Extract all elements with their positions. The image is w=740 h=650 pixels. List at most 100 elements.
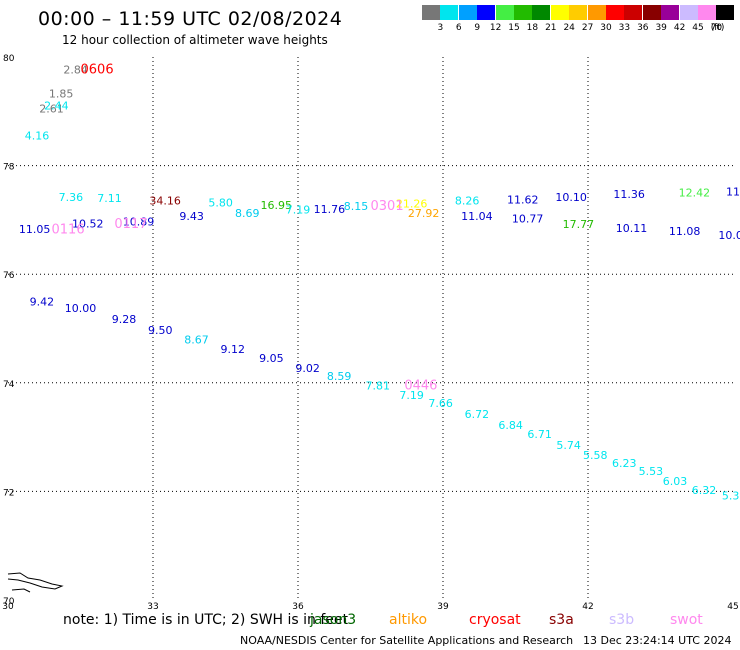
legend-swatch: [679, 5, 698, 20]
wave-height-label: 34.16: [149, 195, 181, 208]
legend-label: 18: [526, 23, 539, 33]
satellite-name: s3a: [549, 612, 574, 628]
legend-label: 21: [545, 23, 557, 33]
legend-label: 70: [710, 23, 723, 33]
wave-height-label: 12.42: [679, 187, 711, 200]
legend-unit: (ft): [710, 23, 725, 33]
wave-height-label: 10.89: [123, 215, 155, 228]
legend-label: 36: [637, 23, 649, 33]
wave-height-label: 8.67: [184, 334, 209, 347]
chart-title: 00:00 – 11:59 UTC 02/08/2024: [38, 8, 343, 30]
legend-label: 24: [563, 23, 575, 33]
satellite-name: altiko: [389, 612, 428, 628]
legend-label: 45: [692, 23, 704, 33]
wave-height-label: 8.69: [235, 207, 260, 220]
footer-timestamp: 13 Dec 23:24:14 UTC 2024: [583, 634, 732, 647]
x-tick-label: 33: [147, 602, 158, 612]
wave-height-label: 6.71: [527, 428, 552, 441]
note-text: note: 1) Time is in UTC; 2) SWH is in fe…: [63, 612, 349, 628]
legend-label: 27: [581, 23, 594, 33]
footer-credit: NOAA/NESDIS Center for Satellite Applica…: [240, 634, 574, 647]
wave-height-label: 11.08: [669, 225, 701, 238]
wave-height-label: 1.85: [49, 88, 74, 101]
legend-label: 6: [455, 23, 462, 33]
legend-swatch: [698, 5, 716, 20]
wave-height-label: 10.00: [65, 302, 97, 315]
wave-height-label: 5.3: [722, 490, 740, 503]
pass-time-label: 0606: [81, 62, 114, 77]
legend-swatch: [514, 5, 532, 20]
pass-time-label: 0446: [404, 378, 437, 393]
wave-height-label: 10.11: [616, 222, 648, 235]
legend-label: 12: [489, 23, 502, 33]
wave-height-label: 5.80: [208, 196, 233, 209]
legend-swatch: [587, 5, 606, 20]
y-tick-label: 72: [3, 488, 14, 498]
wave-height-label: 17.77: [563, 218, 595, 231]
wave-height-label: 4.16: [25, 130, 50, 143]
legend-swatch: [624, 5, 643, 20]
legend-swatch: [422, 5, 440, 20]
legend-swatch: [642, 5, 661, 20]
legend-swatch: [477, 5, 496, 20]
wave-height-label: 9.43: [179, 210, 204, 223]
x-tick-label: 39: [437, 602, 449, 612]
x-tick-label: 42: [582, 602, 593, 612]
wave-height-label: 5.53: [639, 465, 664, 478]
wave-height-label: 5.58: [583, 449, 608, 462]
legend-label: 15: [508, 23, 520, 33]
wave-height-label: 6.72: [465, 408, 490, 421]
wave-height-label: 9.05: [259, 352, 284, 365]
wave-height-label: 2.84: [63, 63, 88, 76]
y-tick-label: 74: [3, 380, 15, 390]
satellite-name: swot: [670, 612, 703, 628]
legend-label: 42: [673, 23, 686, 33]
wave-height-label: 8.59: [327, 370, 352, 383]
y-tick-label: 80: [3, 54, 15, 64]
legend-swatch: [495, 5, 514, 20]
wave-height-label: 5.74: [556, 439, 581, 452]
wave-height-label: 21.26: [396, 197, 428, 210]
wave-height-label: 7.11: [97, 192, 122, 205]
legend-swatch: [569, 5, 588, 20]
y-tick-label: 78: [3, 163, 15, 173]
wave-height-label: 11.36: [613, 188, 645, 201]
wave-height-label: 6.03: [663, 475, 688, 488]
legend-swatch: [550, 5, 569, 20]
wave-height-label: 9.50: [148, 324, 173, 337]
wave-height-label: 16.95: [261, 199, 293, 212]
y-tick-label: 70: [3, 597, 15, 607]
x-tick-label: 45: [727, 602, 738, 612]
pass-time-label: 0117: [114, 217, 147, 232]
legend-swatch: [716, 5, 735, 20]
wave-height-label: 11: [726, 185, 740, 198]
wave-height-label: 7.19: [286, 203, 311, 216]
wave-height-label: 2.61: [39, 102, 64, 115]
wave-height-label: 10.52: [72, 218, 104, 231]
y-tick-label: 76: [3, 271, 15, 281]
wave-height-label: 7.66: [428, 397, 453, 410]
wave-height-label: 9.42: [30, 296, 55, 309]
wave-height-label: 11.76: [314, 203, 346, 216]
legend-label: 9: [474, 23, 481, 33]
wave-height-label: 9.12: [221, 343, 246, 356]
legend-swatch: [606, 5, 624, 20]
coastline: [7, 572, 64, 593]
legend-label: 39: [655, 23, 667, 33]
x-tick-label: 36: [292, 602, 304, 612]
legend-label: 33: [618, 23, 631, 33]
wave-height-label: 6.32: [692, 484, 717, 497]
x-tick-label: 30: [2, 602, 14, 612]
wave-height-label: 11.62: [507, 194, 539, 207]
legend-swatch: [532, 5, 551, 20]
legend-swatch: [458, 5, 477, 20]
satellite-name: jason3: [310, 612, 357, 628]
wave-height-label: 27.92: [408, 207, 440, 220]
wave-height-label: 9.28: [112, 313, 137, 326]
wave-height-label: 9.02: [295, 362, 320, 375]
wave-height-label: 8.26: [455, 195, 480, 208]
wave-height-label: 11.05: [19, 223, 51, 236]
wave-height-label: 10.10: [555, 191, 587, 204]
legend-label: 30: [600, 23, 612, 33]
